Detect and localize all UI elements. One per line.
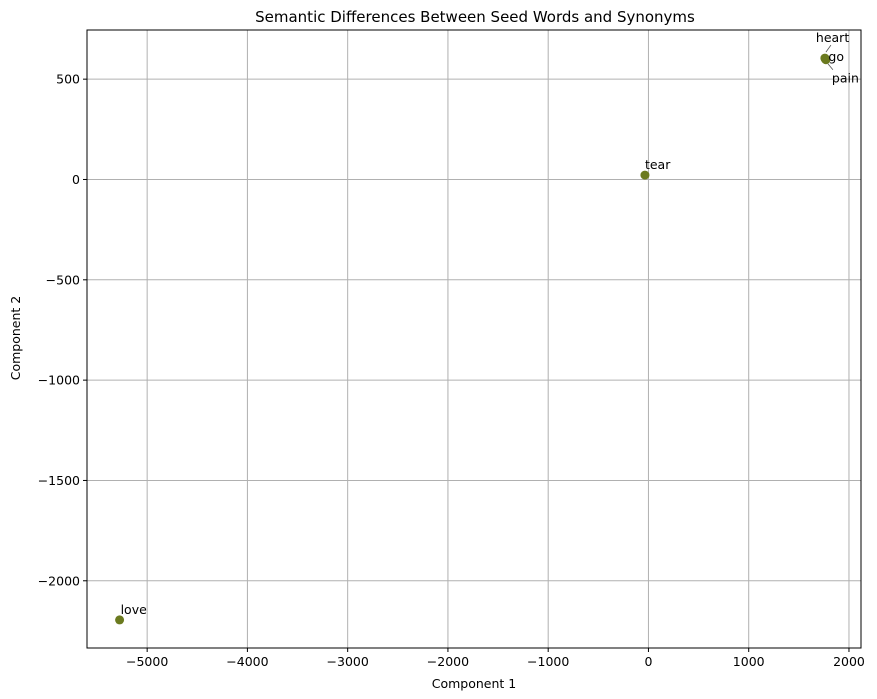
- data-point-love: [115, 615, 125, 625]
- plot-frame: [86, 29, 862, 649]
- x-axis-ticks: −5000 −4000 −3000 −2000 −1000 0 1000 2000: [126, 648, 865, 669]
- x-tick-label: −4000: [226, 654, 268, 669]
- point-label-go: go: [828, 49, 844, 64]
- x-tick-label: −2000: [427, 654, 469, 669]
- y-tick-label: 500: [56, 72, 80, 87]
- y-tick-label: −1500: [38, 473, 80, 488]
- leader-line-pain: [827, 63, 834, 70]
- point-label-heart: heart: [816, 30, 849, 45]
- chart-title: Semantic Differences Between Seed Words …: [255, 8, 695, 26]
- x-axis-label: Component 1: [432, 676, 517, 691]
- y-tick-label: −2000: [38, 573, 80, 588]
- y-tick-label: −1000: [38, 373, 80, 388]
- data-point-tear: [640, 170, 650, 180]
- x-tick-label: −3000: [327, 654, 369, 669]
- y-tick-label: −500: [46, 272, 80, 287]
- data-points: heart go pain tear love: [115, 30, 859, 625]
- x-tick-label: 2000: [833, 654, 865, 669]
- y-tick-label: 0: [72, 172, 80, 187]
- grid-lines: [87, 30, 861, 648]
- x-tick-label: −5000: [126, 654, 168, 669]
- y-axis-label: Component 2: [8, 296, 23, 381]
- leader-line-heart: [825, 44, 832, 53]
- x-tick-label: 0: [644, 654, 652, 669]
- point-label-pain: pain: [832, 71, 859, 86]
- point-label-love: love: [121, 602, 148, 617]
- point-label-tear: tear: [645, 157, 671, 172]
- x-tick-label: 1000: [733, 654, 765, 669]
- x-tick-label: −1000: [527, 654, 569, 669]
- y-axis-ticks: 500 0 −500 −1000 −1500 −2000: [38, 72, 87, 588]
- data-point-pain: [821, 55, 831, 65]
